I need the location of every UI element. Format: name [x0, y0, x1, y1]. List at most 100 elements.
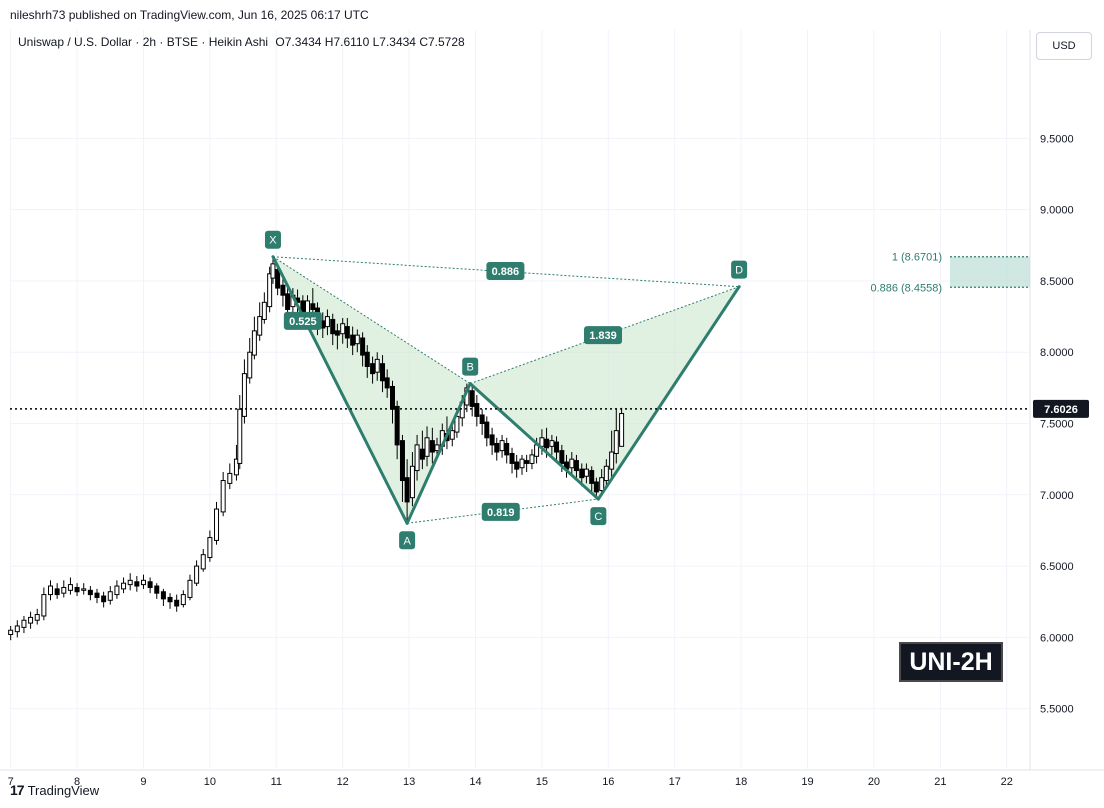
point-label-box: [264, 230, 281, 249]
candle-body: [107, 591, 113, 601]
y-tick-label: 9.0000: [1040, 205, 1074, 217]
candle-body: [214, 508, 220, 541]
candle: [350, 326, 356, 356]
publisher-line: nileshrh73 published on TradingView.com,…: [10, 8, 369, 22]
candle-body: [394, 405, 400, 446]
candle-body: [275, 269, 281, 289]
tradingview-logo-icon: 17: [10, 782, 25, 798]
tradingview-footer[interactable]: 17 TradingView: [10, 782, 99, 798]
symbol-title: Uniswap / U.S. Dollar · 2h · BTSE · Heik…: [18, 35, 269, 49]
point-label-box: [731, 260, 748, 279]
candle-body: [619, 413, 625, 447]
candle: [61, 580, 67, 598]
ratio-label: 0.819: [487, 507, 515, 519]
candle: [34, 608, 40, 625]
candle-body: [360, 337, 366, 356]
ratio-label-box: [481, 502, 520, 521]
current-price-line: 7.6026: [10, 399, 1089, 418]
candle-body: [370, 363, 376, 375]
candle-body: [285, 293, 291, 310]
candle-body: [479, 414, 485, 425]
candle: [569, 452, 575, 475]
candle: [8, 625, 14, 641]
x-tick-label: 17: [669, 776, 681, 788]
x-tick-label: 16: [602, 776, 614, 788]
candle-body: [569, 458, 575, 469]
candle-body: [267, 273, 273, 308]
candle: [134, 576, 140, 592]
candle: [267, 266, 273, 313]
candle-body: [404, 477, 410, 503]
candle-body: [334, 330, 340, 336]
chart-axes: 9.5000 9.0000 8.5000 8.0000 7.5000 7.0000 6.50…: [8, 133, 1074, 788]
candle-body: [220, 480, 226, 513]
candle-body: [449, 430, 455, 440]
candle: [334, 323, 340, 350]
candle-body: [484, 421, 490, 439]
candle-body: [48, 585, 54, 596]
candle: [499, 434, 505, 458]
candle-body: [237, 408, 243, 464]
symbol-line: Uniswap / U.S. Dollar · 2h · BTSE · Heik…: [18, 35, 465, 49]
x-tick-label: 21: [934, 776, 946, 788]
candle-body: [140, 579, 146, 586]
candle-body: [233, 458, 239, 476]
candle: [583, 463, 589, 484]
candle: [154, 583, 160, 599]
point-label: C: [594, 511, 602, 523]
x-tick-label: 12: [337, 776, 349, 788]
candle: [374, 352, 380, 381]
candle-body: [409, 465, 415, 499]
candle-body: [174, 599, 180, 607]
ratio-label-box: [283, 311, 322, 330]
candle-body: [549, 440, 555, 447]
candle: [220, 471, 226, 517]
x-tick-label: 9: [140, 776, 146, 788]
candle: [354, 329, 360, 353]
candle: [394, 400, 400, 460]
candle-body: [324, 316, 330, 328]
y-tick-label: 8.0000: [1040, 347, 1074, 359]
candle-body: [28, 616, 34, 624]
candle: [67, 577, 73, 595]
candle-body: [127, 579, 133, 586]
y-tick-label: 6.0000: [1040, 632, 1074, 644]
currency-button[interactable]: USD: [1036, 32, 1092, 60]
point-label-box: [462, 357, 479, 376]
candle-body: [101, 595, 107, 603]
candle: [554, 436, 560, 461]
candle-body: [544, 438, 550, 449]
candle-body: [573, 460, 579, 472]
candle: [94, 588, 100, 604]
candle: [524, 454, 530, 472]
candle: [270, 256, 276, 284]
candle-body: [354, 334, 360, 345]
candle-body: [469, 390, 475, 407]
candle: [484, 416, 490, 447]
ratio-label: 1.839: [589, 330, 617, 342]
candle-body: [504, 442, 510, 456]
candle-body: [247, 351, 253, 379]
x-tick-label: 18: [735, 776, 747, 788]
candle: [424, 426, 430, 467]
candle-body: [34, 614, 40, 621]
candle-body: [494, 442, 500, 453]
candle: [227, 463, 233, 490]
candle-body: [350, 334, 356, 346]
symbol-badge: UNI-2H: [899, 642, 1003, 682]
candle-body: [519, 458, 525, 469]
candle: [399, 434, 405, 502]
bcd-triangle: [470, 286, 740, 500]
candle: [603, 459, 609, 488]
x-tick-label: 8: [74, 776, 80, 788]
candle-body: [121, 582, 127, 590]
candle-body: [270, 263, 276, 279]
candle-body: [310, 303, 316, 310]
y-tick-label: 6.5000: [1040, 561, 1074, 573]
x-tick-label: 13: [403, 776, 415, 788]
candle-body: [554, 441, 560, 453]
candle: [504, 437, 510, 464]
candle: [261, 292, 267, 324]
candle-body: [514, 461, 520, 470]
